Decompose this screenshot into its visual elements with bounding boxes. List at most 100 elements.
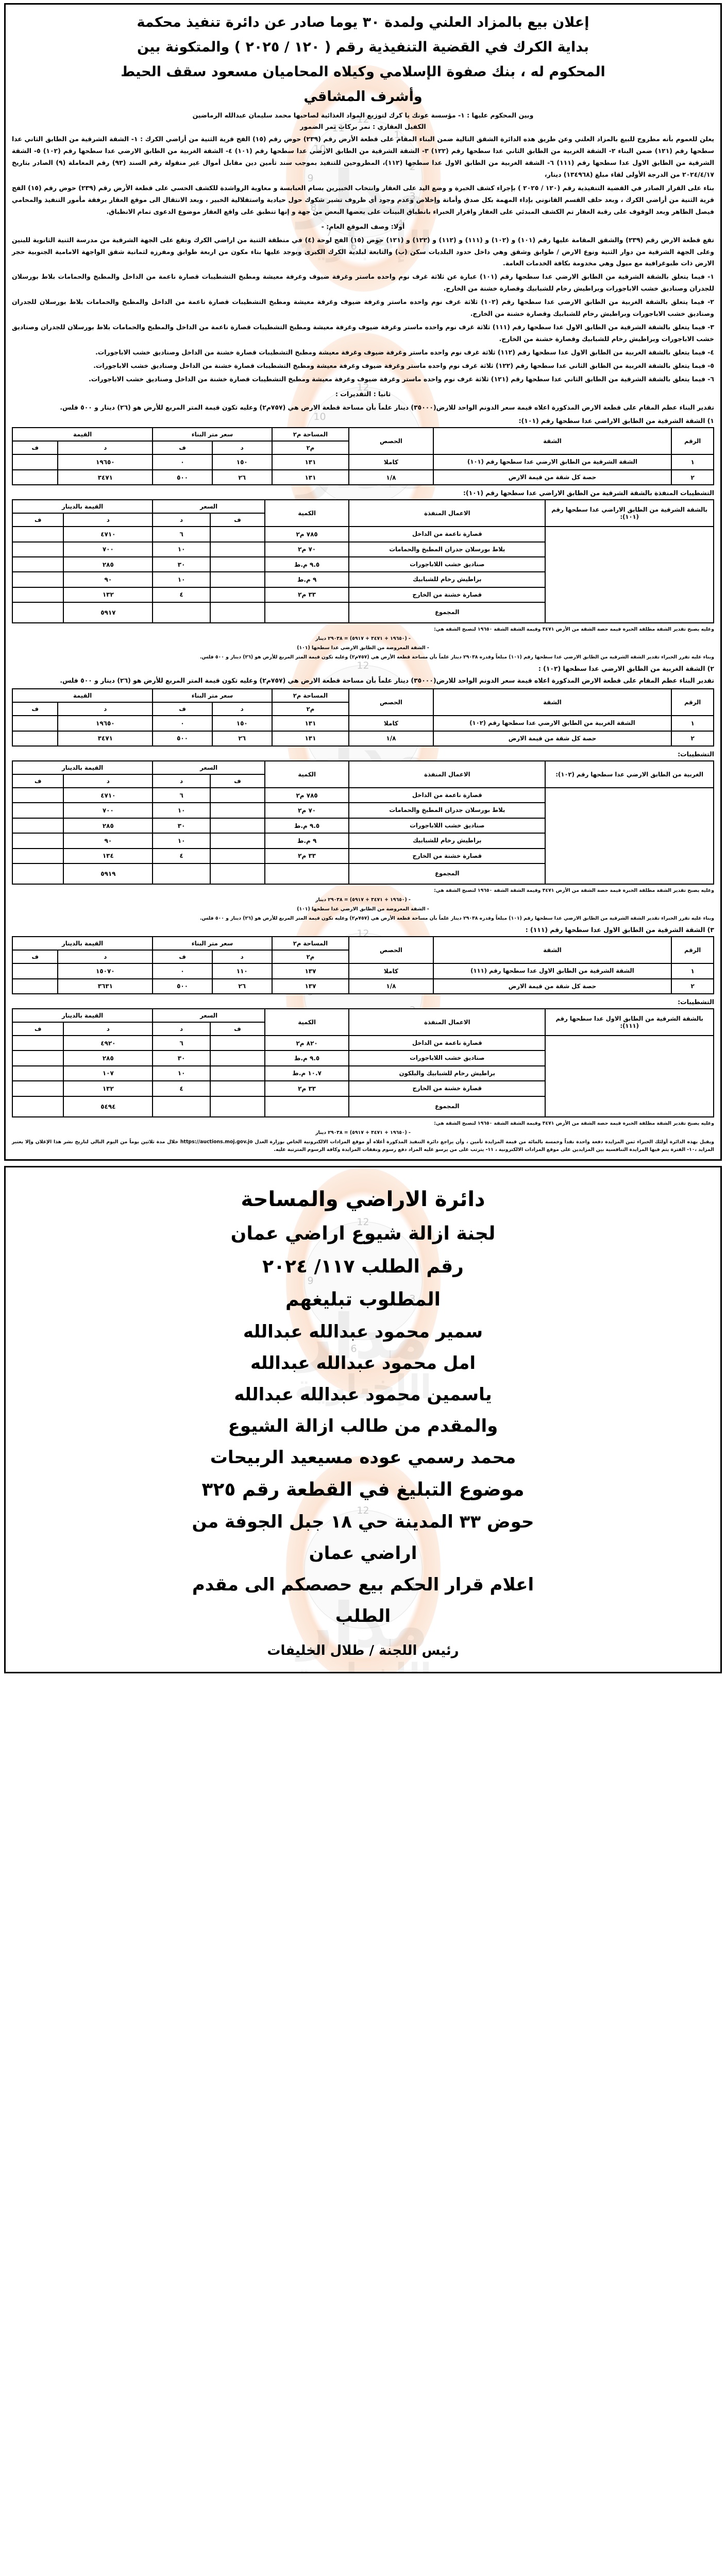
cell-value-dinar: ٤٧١٠ <box>63 526 154 543</box>
cell-value-fils <box>11 963 59 979</box>
table-caption-102-works: التشطيبات: <box>678 750 714 758</box>
table-row: براطيش رخام للشبابيك ٩ م.ط ١٠ ٩٠ <box>11 571 714 588</box>
cell-apartment: الشقة الشرقية من الطابق الاول عدا سطحها … <box>432 963 672 979</box>
cell-value-dinar: ٣٦٣١ <box>57 978 154 995</box>
cell-value-dinar: ٣٤٧١ <box>57 730 154 747</box>
cell-area: ١٣١ <box>271 715 350 732</box>
col-shares: الحصص <box>348 936 434 964</box>
cell-price-fils <box>210 1050 265 1066</box>
cell-number: ١ <box>671 963 714 979</box>
table-apartment-111-value: الرقم الشقة الحصص المساحة م٢ سعر متر الب… <box>11 936 714 995</box>
col-value: القيمة بالدينار <box>11 499 154 514</box>
applicant-label: والمقدم من طالب ازالة الشيوع <box>228 1415 498 1436</box>
cell-price-fils <box>210 526 265 543</box>
cell-qty: ٣٣ م٢ <box>264 586 350 603</box>
cell-qty: ٧٠ م٢ <box>264 541 350 558</box>
cell-price-fils: ٥٠٠ <box>152 978 213 995</box>
apartment-item: ٢- فيما يتعلق بالشقة الغربية من الطابق ا… <box>12 298 714 318</box>
cell-total-value: ٥٩١٩ <box>63 863 154 885</box>
col-sub-dinar: د <box>211 440 273 455</box>
cell-qty: ٣٣ م٢ <box>264 1080 350 1097</box>
col-sub-fils: ف <box>11 950 59 964</box>
footnote-d2: وبناء عليه تقرر الخبراء تقدير الشقة الشر… <box>200 916 714 922</box>
cell-apartment: حصة كل شقة من قيمة الارض <box>432 469 672 486</box>
cell-apartment: الشقة الغربية من الطابق الارضي عدا سطحها… <box>432 715 672 732</box>
cell-number: ٢ <box>671 730 714 747</box>
cell-area: ١٣١ <box>271 730 350 747</box>
cell-price-fils <box>210 556 265 573</box>
cell-side-label <box>545 787 714 885</box>
table-row: ١ الشقة الشرقية من الطابق الاول عدا سطحه… <box>11 963 714 979</box>
cell-value-dinar: ١٩٦٥٠ <box>57 715 154 732</box>
col-sub-fils: ف <box>11 1022 64 1036</box>
cell-price-dinar: ١٠ <box>152 541 211 558</box>
col-sub-dinar: د <box>63 774 154 789</box>
footnote-a: وعليه يصبح تقدير الشقة مطلقة الخبرة قيمة… <box>434 626 714 633</box>
cell-works: قصارة ناعمة من الداخل <box>348 526 546 543</box>
cell-apartment: حصة كل شقة من قيمة الارض <box>432 730 672 747</box>
notify-label: المطلوب تبليغهم <box>285 1289 441 1310</box>
cell-qty: ٨٢٠ م٢ <box>264 1035 350 1052</box>
cell-price-fils <box>210 571 265 588</box>
table-row: قصارة ناعمة من الداخل ٨٢٠ م٢ ٦ ٤٩٢٠ <box>11 1035 714 1117</box>
cell-price-dinar: ١١٠ <box>211 963 273 979</box>
cell-price-fils <box>210 541 265 558</box>
col-value: القيمة <box>11 427 154 442</box>
cell-value-dinar: ٢٨٥ <box>63 817 154 834</box>
cell-price-fils <box>210 817 265 834</box>
cell-total-label: المجموع <box>348 602 546 624</box>
notify-name: امل محمود عبدالله عبدالله <box>250 1352 476 1374</box>
table-apartment-102-value: الرقم الشقة الحصص المساحة م٢ سعر متر الب… <box>11 688 714 747</box>
col-value: القيمة بالدينار <box>11 936 154 951</box>
cell-works: براطيش رخام للشبابيك <box>348 571 546 588</box>
cell-price-dinar: ١٠ <box>152 802 211 819</box>
col-area: المساحة م٢ <box>271 936 350 951</box>
apartment-item: ٥- فيما يتعلق بالشقة الغربية من الطابق ا… <box>93 361 714 369</box>
cell-apartment: الشقة الشرقية من الطابق الارضي عدا سطحها… <box>432 454 672 470</box>
col-sub-fils: ف <box>11 440 59 455</box>
col-sub-dinar: د <box>152 774 211 789</box>
cell-value-fils <box>11 802 64 819</box>
cell-shares: ١/٨ <box>348 469 434 486</box>
cell-value-fils <box>11 469 59 486</box>
col-sub-fils: ف <box>210 513 265 528</box>
col-sub-dinar: د <box>57 950 154 964</box>
col-price: السعر <box>152 760 265 775</box>
col-works: الاعمال المنفذة <box>348 1008 546 1036</box>
cell-works: براطيش رخام للشبابيك <box>348 833 546 849</box>
col-sub-dinar: د <box>57 440 154 455</box>
table-caption-101: ١) الشقة الشرقية من الطابق الاراضي عدا س… <box>518 417 714 425</box>
col-sub-dinar: د <box>211 950 273 964</box>
col-value: القيمة بالدينار <box>11 760 154 775</box>
table-row: ٢ حصة كل شقة من قيمة الارض ١/٨ ١٣٧ ٢٦ ٥٠… <box>11 978 714 995</box>
cell-value-fils <box>11 526 64 543</box>
table-apartment-102-works: الغربية من الطابق الارضي عدا سطحها رقم (… <box>11 760 714 885</box>
col-apartment: الشقة <box>432 427 672 455</box>
cell-side-label <box>545 1035 714 1117</box>
defendant-line: وبين المحكوم عليها : ١- مؤسسة عونك يا كر… <box>192 111 534 120</box>
table-caption-111: ٣) الشقة الشرقية من الطابق الاول عدا سطح… <box>525 926 714 934</box>
table-row: قصارة ناعمة من الداخل ٧٨٥ م٢ ٦ ٤٧١٠ <box>11 787 714 885</box>
cell-qty: ٧٨٥ م٢ <box>264 787 350 804</box>
col-sub-fils: ف <box>152 950 213 964</box>
section-first-body: تقع قطعة الارض رقم (٢٣٩) والشقق المقامة … <box>12 235 714 267</box>
cell-value-fils <box>11 730 59 747</box>
cell-price-dinar: ١٥٠ <box>211 454 273 470</box>
footnote-a3: وعليه يصبح تقدير الشقة مطلقة الخبرة قيمة… <box>434 1120 714 1126</box>
col-qty: الكمية <box>264 1008 350 1036</box>
cell-price-dinar: ٢٦ <box>211 730 273 747</box>
committee-signature: رئيس اللجنة / طلال الخليفات <box>267 1642 459 1658</box>
cell-number: ٢ <box>671 978 714 995</box>
col-area: المساحة م٢ <box>271 688 350 703</box>
table-caption-101-works: التشطيبات المنفذة بالشقة الشرقية من الطا… <box>463 489 714 497</box>
cell-works: قصارة ناعمة من الداخل <box>348 1035 546 1052</box>
col-number: الرقم <box>671 427 714 455</box>
cell-price-dinar: ٣٠ <box>152 817 211 834</box>
cell-value-dinar: ٢٨٥ <box>63 556 154 573</box>
cell-works: بلاط بورسلان جدران المطبخ والحمامات <box>348 541 546 558</box>
cell-works: قصارة خشنة من الخارج <box>348 586 546 603</box>
cell-price-dinar: ٦ <box>152 1035 211 1052</box>
cell-value-dinar: ٩٠ <box>63 571 154 588</box>
cell-works: صناديق خشب اللاباجورات <box>348 556 546 573</box>
cell-works: قصارة خشنة من الخارج <box>348 848 546 865</box>
